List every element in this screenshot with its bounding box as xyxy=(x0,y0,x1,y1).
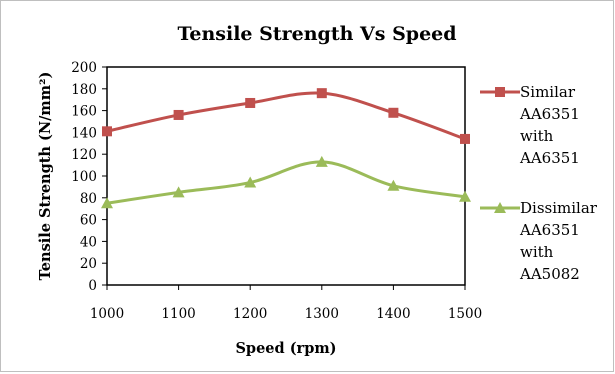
y-tick-label: 80 xyxy=(80,191,97,207)
y-tick-label: 120 xyxy=(71,147,97,163)
plot-area xyxy=(106,66,466,286)
legend-swatch-marker xyxy=(494,202,506,213)
y-axis-ticks: 0 20 40 60 80 100 120 140 160 180 200 xyxy=(71,60,107,294)
series-line xyxy=(106,160,466,205)
y-tick-label: 200 xyxy=(71,60,97,76)
y-tick-label: 180 xyxy=(71,82,97,98)
data-point xyxy=(388,107,399,118)
y-tick-label: 0 xyxy=(88,278,97,294)
data-point xyxy=(315,155,328,167)
series-line xyxy=(106,91,466,141)
legend-label-line: with xyxy=(520,243,554,261)
legend-label-line: AA6351 xyxy=(519,149,580,167)
legend-label-line: with xyxy=(520,127,554,145)
legend-label-line: AA5082 xyxy=(519,265,580,283)
x-axis-label: Speed (rpm) xyxy=(235,340,336,357)
y-tick-label: 100 xyxy=(71,169,97,185)
legend-swatch-marker xyxy=(495,87,505,97)
data-point xyxy=(316,88,327,99)
legend-label-line: Dissimilar xyxy=(520,199,598,217)
series-2 xyxy=(101,155,471,209)
y-tick-label: 20 xyxy=(80,256,97,272)
y-tick-label: 160 xyxy=(71,104,97,120)
x-tick-label: 1300 xyxy=(305,306,339,322)
x-tick-label: 1500 xyxy=(448,306,482,322)
data-point xyxy=(102,126,112,137)
data-point xyxy=(387,179,400,191)
y-tick-label: 140 xyxy=(71,125,97,141)
x-tick-label: 1100 xyxy=(161,306,195,322)
series-1 xyxy=(102,88,470,144)
data-point xyxy=(245,97,256,108)
legend: Similar AA6351 with AA6351 Dissimilar AA6351 w… xyxy=(480,83,598,283)
data-point xyxy=(173,109,184,120)
y-tick-label: 40 xyxy=(80,234,97,250)
legend-entry-2: Dissimilar AA6351 with AA5082 xyxy=(480,199,598,283)
x-axis-ticks: 1000 1100 1200 1300 1400 1500 xyxy=(90,285,482,322)
data-point xyxy=(101,197,113,209)
legend-entry-1: Similar AA6351 with AA6351 xyxy=(480,83,580,167)
series-lines xyxy=(101,88,471,209)
legend-label-line: AA6351 xyxy=(519,105,580,123)
legend-label-line: AA6351 xyxy=(519,221,580,239)
data-point xyxy=(172,186,185,198)
data-point xyxy=(459,190,471,202)
data-point xyxy=(460,133,470,144)
legend-label-line: Similar xyxy=(520,83,576,101)
x-tick-label: 1000 xyxy=(90,306,124,322)
y-tick-label: 60 xyxy=(80,213,97,229)
x-tick-label: 1400 xyxy=(376,306,410,322)
y-axis-label: Tensile Strength (N/mm²) xyxy=(37,72,54,281)
chart-title: Tensile Strength Vs Speed xyxy=(177,23,456,45)
data-point xyxy=(244,176,257,188)
x-tick-label: 1200 xyxy=(233,306,267,322)
plot-border xyxy=(106,66,466,286)
